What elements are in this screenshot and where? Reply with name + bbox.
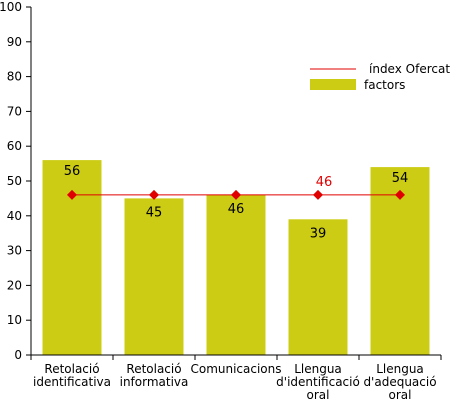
- index-marker: [395, 189, 405, 200]
- y-tick-label: 70: [7, 104, 22, 118]
- category-labels-group: RetolacióidentificativaRetolacióinformat…: [33, 362, 437, 402]
- category-label: Retolació: [44, 362, 99, 376]
- bar-value-label: 56: [64, 164, 81, 179]
- bar-value-label: 46: [228, 202, 245, 217]
- y-tick-label: 30: [7, 244, 22, 258]
- legend: índex Ofercat factors: [310, 62, 450, 92]
- legend-factors-swatch: [310, 79, 356, 90]
- category-label: Llengua: [294, 362, 342, 376]
- index-marker: [231, 189, 241, 200]
- y-ticks-group: 0 10 20 30 40 50 60 70 80 90 100: [0, 0, 31, 362]
- bar: [288, 219, 348, 355]
- index-line-group: [67, 189, 405, 200]
- legend-index-label: índex Ofercat: [369, 62, 450, 76]
- y-tick-label: 100: [0, 0, 22, 14]
- bar-value-label: 45: [146, 205, 163, 220]
- bar: [124, 198, 184, 355]
- bars-group: [42, 160, 430, 355]
- bar: [206, 194, 266, 355]
- legend-factors-label: factors: [364, 78, 405, 92]
- category-label: d'identificació: [276, 375, 360, 389]
- index-marker: [149, 189, 159, 200]
- y-tick-label: 60: [7, 139, 22, 153]
- y-tick-label: 20: [7, 278, 22, 292]
- x-ticks-group: [30, 355, 442, 360]
- y-tick-label: 10: [7, 313, 22, 327]
- category-label: d'adequació: [363, 375, 436, 389]
- category-label: oral: [307, 388, 330, 402]
- index-marker: [67, 189, 77, 200]
- index-marker: [313, 189, 323, 200]
- bar-value-label: 39: [310, 226, 327, 241]
- y-tick-label: 80: [7, 70, 22, 84]
- y-tick-label: 90: [7, 35, 22, 49]
- index-value-label: 46: [316, 175, 333, 190]
- bar: [42, 160, 102, 355]
- category-label: oral: [389, 388, 412, 402]
- value-labels-group: 56 45 46 39 54 46: [64, 164, 409, 241]
- category-label: Llengua: [376, 362, 424, 376]
- y-tick-label: 40: [7, 209, 22, 223]
- bar-value-label: 54: [392, 171, 409, 186]
- y-tick-label: 50: [7, 174, 22, 188]
- category-label: identificativa: [33, 375, 111, 389]
- category-label: informativa: [120, 375, 189, 389]
- category-label: Comunicacions: [190, 362, 281, 376]
- category-label: Retolació: [126, 362, 181, 376]
- y-tick-label: 0: [14, 348, 22, 362]
